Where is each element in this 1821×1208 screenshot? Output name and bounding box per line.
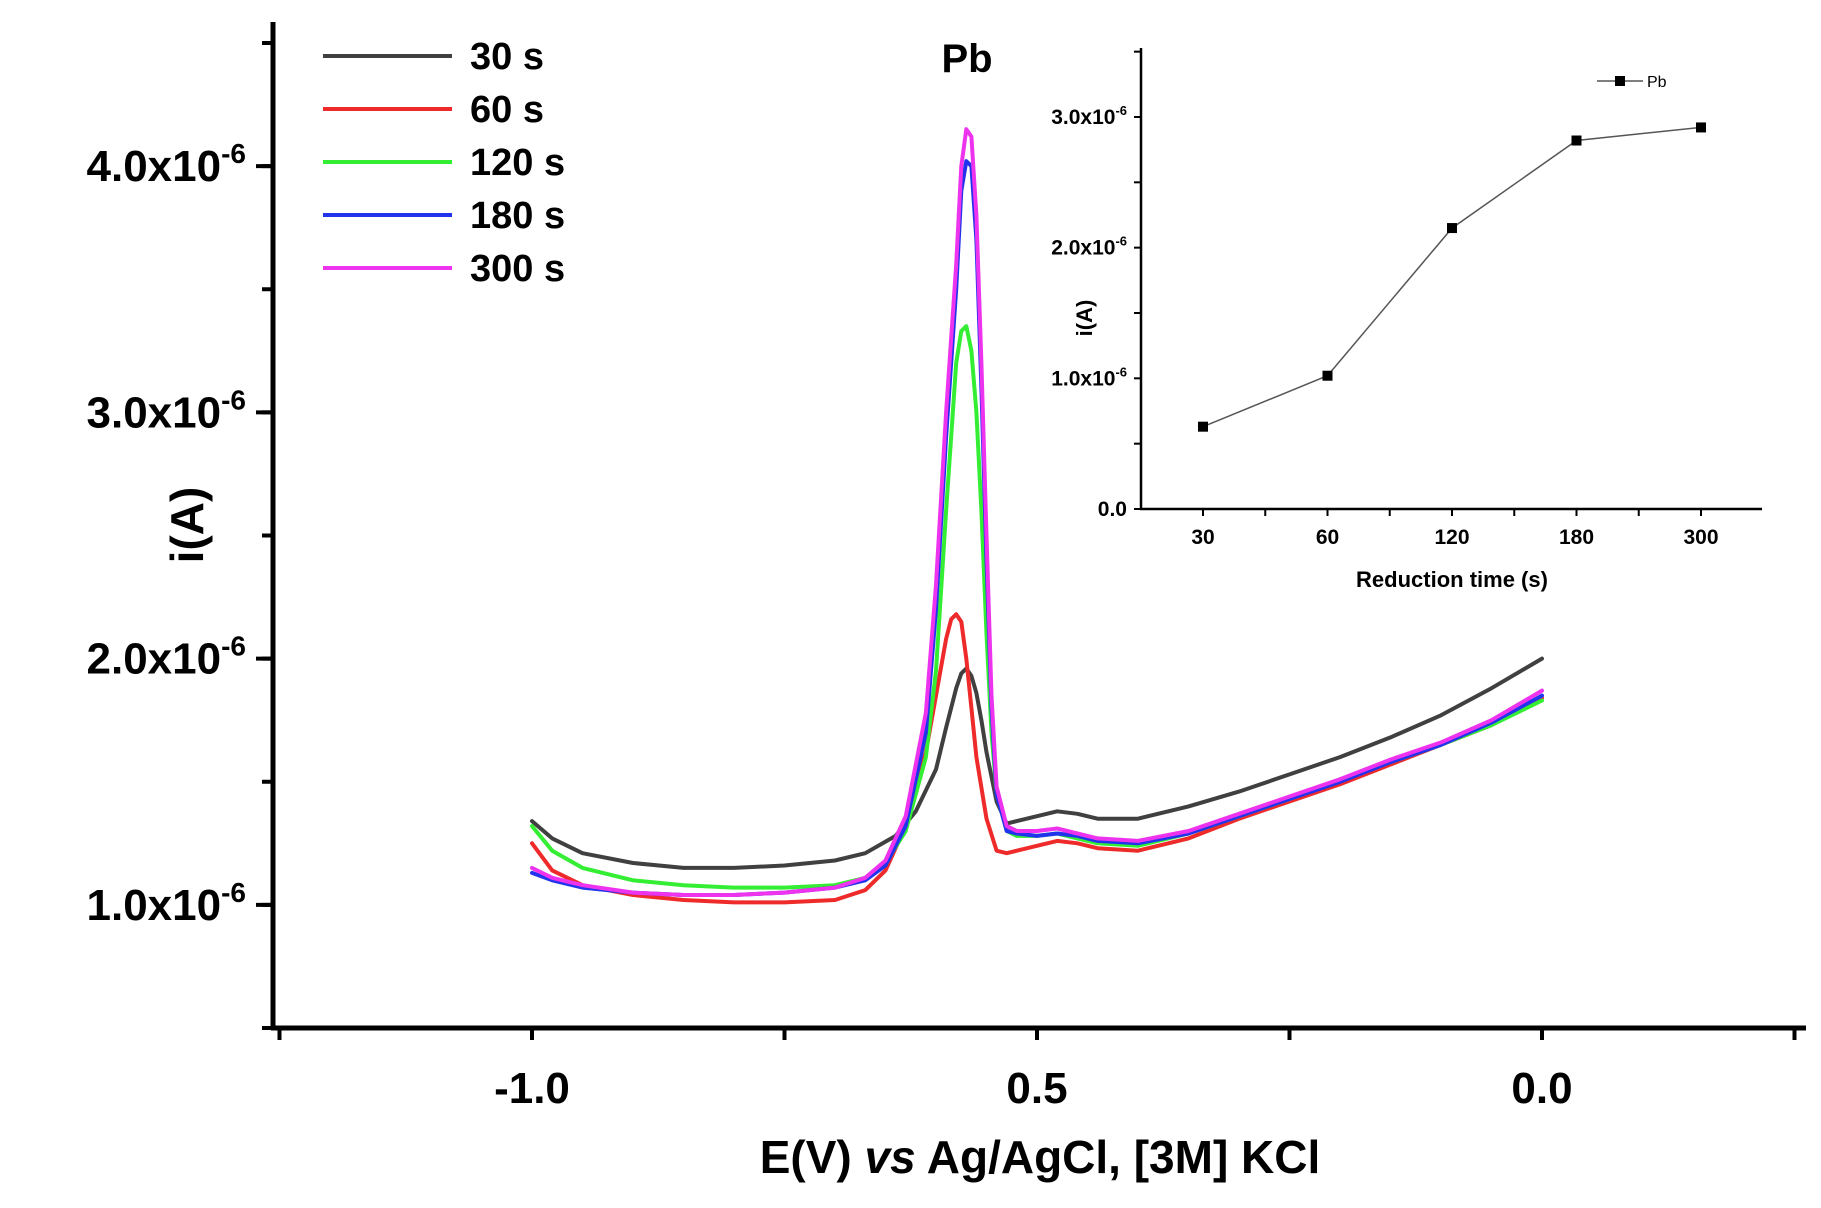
inset-x-tick-label: 180	[1559, 526, 1594, 549]
inset-y-tick-exponent: -6	[1115, 103, 1127, 118]
main-y-axis-title: i(A)	[161, 487, 213, 564]
y-tick-exponent: -6	[221, 631, 246, 662]
inset-y-tick-exponent: -6	[1115, 234, 1127, 249]
inset-y-ticks: 0.01.0x10-62.0x10-63.0x10-6	[1051, 50, 1141, 521]
inset-x-tick-label: 300	[1683, 526, 1718, 549]
y-tick-label: 3.0x10-6	[87, 384, 246, 437]
y-tick-mantissa: 2.0x10	[87, 635, 222, 684]
inset-y-tick-label: 3.0x10-6	[1051, 103, 1127, 129]
peak-annotation-pb: Pb	[941, 37, 992, 81]
y-tick-mantissa: 1.0x10	[87, 881, 222, 930]
y-tick-label: 4.0x10-6	[87, 138, 246, 191]
inset-x-tick-label: 30	[1191, 526, 1214, 549]
inset-data-point	[1571, 135, 1582, 146]
inset-legend-item-pb: Pb	[1597, 74, 1667, 91]
x-tick-label: 0.5	[1006, 1064, 1067, 1113]
main-x-axis-title: E(V) vs Ag/AgCl, [3M] KCl	[760, 1131, 1321, 1183]
inset-x-axis-title: Reduction time (s)	[1356, 567, 1548, 592]
series-line-120-s	[530, 324, 1544, 890]
inset-y-tick-label: 0.0	[1098, 498, 1127, 521]
inset-chart: 0.01.0x10-62.0x10-63.0x10-6 30 60 120 180 30…	[1051, 48, 1762, 592]
legend-label: 300 s	[470, 248, 565, 290]
y-tick-exponent: -6	[221, 384, 246, 415]
main-legend: 30 s 60 s 120 s 180 s 300 s	[323, 36, 565, 290]
inset-data-point	[1198, 421, 1208, 432]
legend-label: 60 s	[470, 89, 544, 131]
inset-x-tick-label: 120	[1434, 526, 1469, 549]
legend-item-180-s: 180 s	[323, 195, 565, 237]
y-tick-exponent: -6	[221, 138, 246, 169]
x-tick-label: 0.0	[1511, 1064, 1572, 1113]
series-line-300-s	[530, 127, 1544, 897]
y-tick-mantissa: 4.0x10	[87, 142, 222, 191]
legend-item-30-s: 30 s	[323, 36, 544, 78]
inset-y-tick-exponent: -6	[1115, 364, 1127, 379]
inset-data-point	[1447, 223, 1457, 234]
series-line-60-s	[530, 612, 1544, 905]
inset-series	[1198, 122, 1706, 432]
inset-series-line-pb	[1202, 126, 1702, 428]
y-tick-label: 2.0x10-6	[87, 631, 246, 684]
inset-legend-swatch-marker	[1615, 76, 1625, 86]
x-tick-label: -1.0	[494, 1064, 570, 1113]
x-title-part-2: vs	[865, 1131, 916, 1183]
legend-label: 30 s	[470, 36, 544, 78]
legend-item-300-s: 300 s	[323, 248, 565, 290]
inset-y-axis-title: i(A)	[1072, 300, 1097, 337]
legend-item-120-s: 120 s	[323, 142, 565, 184]
legend-label: 120 s	[470, 142, 565, 184]
x-title-part-3: Ag/AgCl, [3M] KCl	[916, 1131, 1321, 1183]
y-tick-mantissa: 3.0x10	[87, 388, 222, 437]
inset-y-tick-mantissa: 3.0x10	[1051, 106, 1115, 129]
y-tick-label: 1.0x10-6	[87, 877, 246, 930]
inset-x-tick-label: 60	[1316, 526, 1339, 549]
main-curves	[530, 127, 1544, 905]
inset-data-point	[1322, 370, 1333, 381]
legend-label: 180 s	[470, 195, 565, 237]
inset-y-tick-label: 1.0x10-6	[1051, 364, 1127, 390]
inset-legend-label: Pb	[1647, 74, 1667, 91]
main-chart: 1.0x10-62.0x10-63.0x10-64.0x10-6 -1.0 0.5…	[87, 22, 1806, 1183]
y-tick-exponent: -6	[221, 877, 246, 908]
inset-y-tick-mantissa: 2.0x10	[1051, 237, 1115, 260]
inset-legend: Pb	[1597, 74, 1667, 91]
inset-y-tick-mantissa: 1.0x10	[1051, 367, 1115, 390]
main-y-ticks: 1.0x10-62.0x10-63.0x10-64.0x10-6	[87, 41, 273, 1030]
legend-item-60-s: 60 s	[323, 89, 544, 131]
inset-y-tick-mantissa: 0.0	[1098, 498, 1127, 521]
x-title-part-1: E(V)	[760, 1131, 865, 1183]
inset-y-tick-label: 2.0x10-6	[1051, 234, 1127, 260]
main-x-ticks: -1.0 0.5 0.0	[277, 1028, 1797, 1113]
inset-x-ticks: 30 60 120 180 300	[1191, 509, 1719, 549]
inset-data-point	[1696, 122, 1706, 133]
series-line-180-s	[530, 159, 1544, 897]
series-line-30-s	[530, 656, 1544, 870]
